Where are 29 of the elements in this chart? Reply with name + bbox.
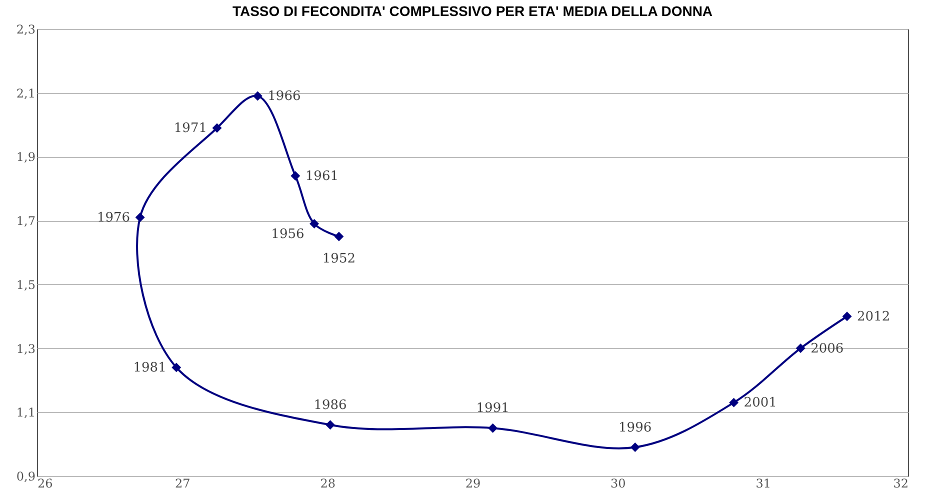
annotation: 1961 bbox=[305, 168, 338, 184]
annotation: 2006 bbox=[810, 341, 844, 356]
annotation: 1966 bbox=[268, 89, 301, 104]
annotation: 2001 bbox=[744, 396, 777, 411]
y-tick-label: 1,9 bbox=[16, 150, 36, 164]
annotation: 1956 bbox=[271, 226, 304, 242]
y-tick-label: 2,3 bbox=[16, 22, 36, 36]
y-tick-label: 1,3 bbox=[16, 342, 36, 356]
annotation: 1971 bbox=[174, 120, 208, 136]
x-tick-label: 28 bbox=[320, 476, 336, 490]
annotation: 1996 bbox=[618, 420, 652, 436]
chart-title: TASSO DI FECONDITA' COMPLESSIVO PER ETA' MEDIA DELLA DONNA bbox=[232, 3, 713, 19]
x-tick-label: 29 bbox=[465, 476, 481, 490]
y-tick-label: 1,5 bbox=[16, 278, 36, 292]
annotation: 1991 bbox=[476, 401, 510, 416]
y-tick-label: 1,1 bbox=[16, 406, 36, 420]
y-tick-label: 1,7 bbox=[16, 214, 36, 228]
annotation: 1986 bbox=[314, 398, 347, 413]
y-tick-label: 0,9 bbox=[16, 470, 36, 484]
x-tick-label: 31 bbox=[756, 476, 771, 490]
annotation: 1981 bbox=[133, 360, 166, 376]
x-tick-label: 32 bbox=[893, 476, 908, 490]
annotation: 1976 bbox=[96, 210, 130, 226]
x-tick-label: 30 bbox=[610, 476, 626, 490]
annotation: 1952 bbox=[322, 252, 356, 267]
y-tick-label: 2,1 bbox=[16, 86, 36, 100]
x-tick-label: 27 bbox=[175, 476, 190, 490]
annotation: 2012 bbox=[857, 309, 890, 324]
x-tick-label: 26 bbox=[38, 476, 53, 490]
